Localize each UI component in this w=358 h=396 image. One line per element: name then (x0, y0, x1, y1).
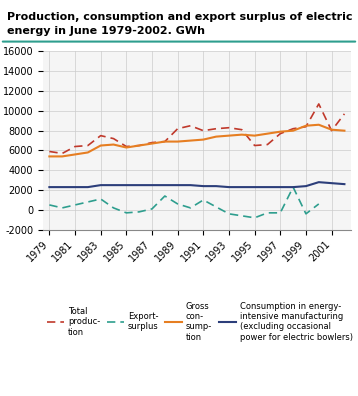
Legend: Total
produc-
tion, Export-
surplus, Gross
con-
sump-
tion, Consumption in energ: Total produc- tion, Export- surplus, Gro… (47, 302, 353, 342)
Text: energy in June 1979-2002. GWh: energy in June 1979-2002. GWh (7, 26, 205, 36)
Text: Production, consumption and export surplus of electric: Production, consumption and export surpl… (7, 12, 353, 22)
